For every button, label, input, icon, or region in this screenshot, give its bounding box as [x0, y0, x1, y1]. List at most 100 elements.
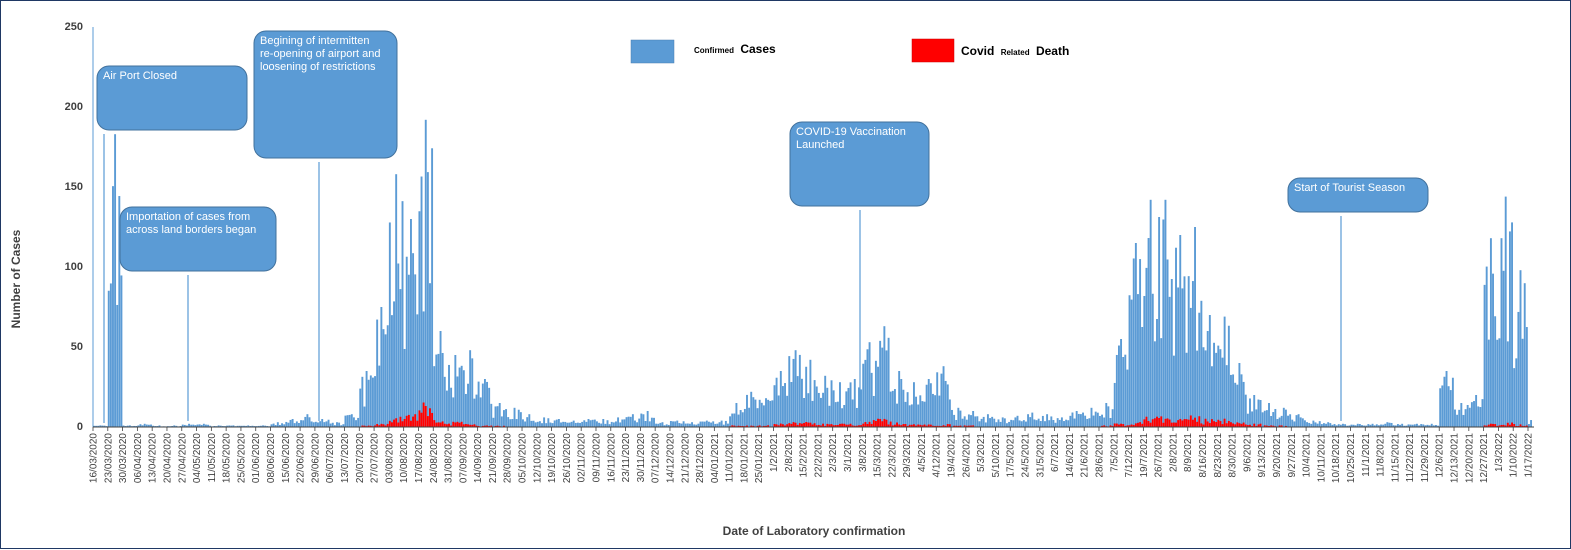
confirmed-bar	[627, 416, 630, 427]
confirmed-bar	[274, 425, 277, 427]
confirmed-bar	[1415, 423, 1418, 427]
confirmed-bar	[1168, 296, 1171, 427]
confirmed-bar	[803, 397, 806, 427]
confirmed-bar	[452, 397, 455, 427]
death-bar	[1259, 423, 1262, 427]
x-tick-label: 10/08/2020	[399, 433, 410, 483]
confirmed-bar	[329, 423, 332, 427]
confirmed-bar	[720, 420, 723, 427]
confirmed-bar	[1483, 284, 1486, 427]
confirmed-bar	[769, 400, 772, 427]
confirmed-bar	[765, 398, 767, 427]
confirmed-bar	[1519, 270, 1522, 427]
confirmed-bar	[708, 421, 710, 427]
death-bar	[441, 421, 444, 427]
confirmed-bar	[1280, 415, 1283, 427]
confirmed-bar	[557, 419, 560, 427]
confirmed-bar	[264, 425, 267, 427]
confirmed-bar	[908, 405, 911, 427]
x-tick-label: 19/10/2020	[547, 433, 558, 483]
confirmed-bar	[1105, 403, 1108, 427]
confirmed-bar	[697, 423, 700, 427]
confirmed-bar	[889, 391, 892, 427]
confirmed-bar	[426, 172, 429, 427]
confirmed-bar	[1217, 345, 1220, 427]
confirmed-bar	[1451, 377, 1454, 427]
annotation-box	[119, 206, 277, 272]
confirmed-bar	[1295, 415, 1298, 427]
death-bar	[1232, 423, 1235, 427]
death-bar	[390, 422, 393, 427]
x-tick-label: 03/08/2020	[384, 433, 395, 483]
confirmed-bar	[1354, 425, 1357, 427]
death-bar	[853, 425, 856, 427]
confirmed-bar	[1310, 423, 1313, 427]
confirmed-bar	[433, 366, 436, 427]
confirmed-bar	[1447, 386, 1450, 427]
confirmed-bar	[1278, 417, 1281, 427]
death-bar	[412, 416, 415, 427]
death-bar	[739, 425, 742, 427]
confirmed-bar	[864, 359, 867, 427]
confirmed-bar	[418, 211, 421, 427]
confirmed-bar	[443, 376, 446, 427]
confirmed-bar	[1303, 420, 1306, 427]
confirmed-bar	[870, 372, 873, 427]
confirmed-bar	[1227, 325, 1230, 427]
confirmed-bar	[95, 425, 98, 427]
death-bar	[1194, 417, 1196, 427]
legend-swatch-death	[911, 38, 955, 63]
confirmed-bar	[344, 415, 347, 427]
confirmed-bar	[1314, 422, 1317, 427]
confirmed-bar	[1265, 410, 1268, 427]
confirmed-bar	[321, 419, 324, 427]
confirmed-bar	[475, 394, 478, 427]
annotation-text: Launched	[796, 139, 844, 151]
death-bar	[883, 418, 886, 427]
death-bar	[1141, 423, 1144, 427]
x-tick-label: 21/09/2020	[488, 433, 499, 483]
death-bar	[452, 421, 455, 427]
death-bar	[1230, 422, 1232, 427]
death-bar	[431, 412, 434, 427]
death-bar	[906, 425, 909, 427]
confirmed-bar	[862, 363, 865, 427]
confirmed-bar	[1428, 425, 1431, 427]
confirmed-bar	[661, 422, 664, 427]
confirmed-bar	[314, 421, 317, 427]
confirmed-bar	[1435, 424, 1437, 427]
confirmed-bar	[1213, 342, 1216, 427]
confirmed-bar	[872, 395, 875, 427]
death-bar	[820, 425, 822, 427]
confirmed-bar	[200, 424, 203, 427]
death-bar	[811, 424, 814, 427]
legend: Confirmed Cases Covid Related Death	[630, 38, 1069, 64]
confirmed-bar	[281, 423, 283, 427]
death-bar	[473, 424, 476, 427]
confirmed-bar	[1392, 425, 1395, 427]
death-bar	[386, 423, 389, 427]
death-bar	[1504, 425, 1507, 427]
confirmed-bar	[576, 422, 579, 427]
confirmed-bar	[333, 425, 336, 427]
confirmed-bar	[568, 422, 571, 427]
x-tick-label: 27/07/2020	[370, 433, 381, 483]
x-tick-label: 05/10/2020	[518, 433, 529, 483]
death-bar	[803, 422, 806, 427]
confirmed-bar	[754, 399, 757, 427]
confirmed-bar	[900, 379, 903, 427]
confirmed-bar	[118, 196, 121, 427]
confirmed-bar	[1284, 409, 1287, 427]
death-bar	[1137, 422, 1139, 427]
death-bar	[847, 424, 850, 427]
confirmed-bar	[982, 416, 985, 427]
death-bar	[934, 425, 937, 427]
confirmed-bar	[1018, 420, 1021, 427]
confirmed-bar	[435, 354, 438, 427]
death-bar	[429, 408, 431, 427]
x-tick-label: 19/4/2021	[947, 433, 958, 478]
death-bar	[1101, 425, 1103, 427]
confirmed-bar	[634, 420, 636, 427]
confirmed-bar	[1282, 407, 1285, 427]
confirmed-bar	[589, 420, 592, 427]
